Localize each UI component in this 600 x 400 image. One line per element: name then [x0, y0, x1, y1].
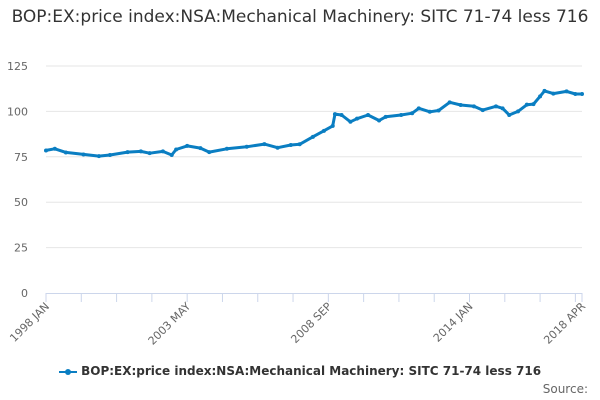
chart-title: BOP:EX:price index:NSA:Mechanical Machin… — [11, 7, 589, 27]
x-tick-label: 2014 JAN — [431, 300, 476, 345]
data-point — [542, 88, 547, 93]
data-point — [321, 128, 326, 133]
legend-line-marker-icon — [58, 368, 77, 375]
data-point — [410, 111, 415, 116]
data-point — [52, 146, 57, 151]
y-tick-label: 25 — [14, 242, 28, 255]
data-point — [580, 91, 584, 96]
data-point — [147, 151, 152, 156]
data-point — [125, 150, 130, 155]
data-point — [174, 147, 179, 152]
x-tick-label: 1998 JAN — [7, 300, 52, 345]
data-point — [524, 102, 529, 107]
data-point — [44, 148, 48, 153]
data-point — [551, 91, 556, 96]
data-point — [573, 91, 578, 96]
legend-item[interactable]: BOP:EX:price index:NSA:Mechanical Machin… — [0, 364, 600, 378]
x-tick-label: 2008 SEP — [288, 300, 334, 346]
data-point — [81, 152, 86, 157]
data-point — [399, 113, 404, 118]
data-point — [185, 143, 190, 148]
data-point — [538, 94, 543, 99]
data-point — [330, 123, 335, 128]
y-tick-label: 50 — [14, 196, 28, 209]
y-tick-label: 75 — [14, 151, 28, 164]
data-point — [348, 119, 353, 124]
data-point — [377, 118, 382, 123]
series-line — [45, 89, 582, 158]
data-point — [447, 100, 452, 105]
x-tick-label: 2018 APR — [541, 300, 588, 347]
data-point — [207, 150, 212, 155]
data-point — [366, 113, 371, 118]
data-point — [507, 113, 512, 118]
data-point — [107, 152, 112, 157]
data-point — [138, 149, 143, 154]
data-point — [564, 89, 569, 94]
data-point — [169, 152, 174, 157]
data-point — [288, 142, 293, 147]
source-label: Source: — [542, 382, 588, 396]
data-point — [427, 109, 432, 114]
y-tick-label: 100 — [7, 105, 28, 118]
data-point — [458, 103, 463, 108]
data-point — [436, 108, 441, 113]
data-point — [160, 149, 165, 154]
data-point — [471, 104, 476, 109]
data-point — [339, 113, 344, 118]
y-tick-label: 0 — [21, 287, 28, 300]
data-point — [416, 106, 421, 111]
data-point — [63, 150, 68, 155]
data-point — [480, 108, 485, 113]
data-point — [262, 142, 267, 147]
data-point — [244, 144, 249, 149]
data-point — [516, 109, 521, 114]
data-point — [383, 114, 388, 119]
data-point — [275, 145, 280, 150]
data-point — [297, 142, 302, 147]
legend-label: BOP:EX:price index:NSA:Mechanical Machin… — [81, 364, 542, 378]
data-point — [96, 154, 101, 159]
data-point — [500, 106, 505, 111]
x-tick-label: 2003 MAY — [146, 300, 194, 348]
data-point — [198, 146, 203, 151]
data-point — [531, 102, 536, 107]
data-point — [355, 116, 360, 121]
data-point — [310, 134, 315, 139]
y-tick-label: 125 — [7, 60, 28, 73]
data-point — [332, 112, 337, 117]
data-point — [493, 104, 498, 109]
data-point — [224, 146, 229, 151]
